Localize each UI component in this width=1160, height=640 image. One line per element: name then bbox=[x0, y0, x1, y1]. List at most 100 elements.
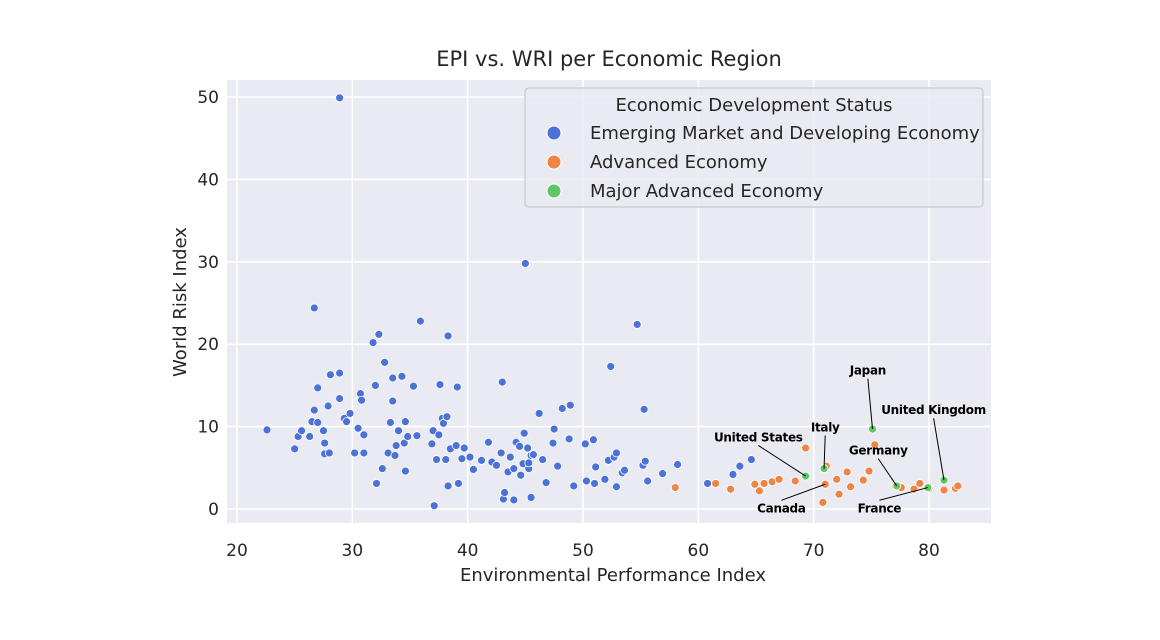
data-point bbox=[639, 404, 649, 414]
data-point bbox=[357, 395, 366, 405]
data-point bbox=[538, 455, 548, 464]
data-point bbox=[858, 475, 868, 485]
data-point bbox=[516, 470, 526, 480]
data-point bbox=[427, 439, 437, 449]
series-0 bbox=[262, 93, 756, 511]
data-point bbox=[590, 479, 599, 488]
data-point bbox=[290, 444, 300, 454]
data-point bbox=[390, 451, 400, 460]
data-point bbox=[832, 474, 842, 484]
data-point bbox=[335, 368, 345, 378]
legend-entries: Emerging Market and Developing Economy Ad… bbox=[546, 123, 980, 202]
x-tick-label: 30 bbox=[342, 541, 364, 561]
data-point bbox=[564, 434, 574, 444]
data-point bbox=[703, 479, 712, 488]
x-tick-label: 20 bbox=[226, 541, 248, 561]
annotation-label: Germany bbox=[849, 444, 908, 458]
annotation: United States bbox=[714, 430, 806, 477]
annotation-line bbox=[933, 418, 945, 481]
data-point bbox=[309, 303, 319, 313]
y-axis-label: World Risk Index bbox=[170, 227, 191, 377]
data-point bbox=[818, 498, 828, 507]
data-point bbox=[846, 482, 855, 492]
data-point bbox=[372, 479, 381, 488]
annotation-label: United Kingdom bbox=[881, 403, 986, 417]
data-point bbox=[673, 460, 682, 469]
data-point bbox=[620, 465, 629, 475]
legend-label: Advanced Economy bbox=[590, 152, 768, 173]
annotation-line bbox=[758, 445, 806, 477]
legend-label: Emerging Market and Developing Economy bbox=[590, 123, 980, 144]
data-point bbox=[726, 484, 736, 494]
data-point bbox=[515, 441, 524, 451]
data-point bbox=[452, 382, 462, 392]
x-tick-label: 50 bbox=[572, 541, 594, 561]
data-point bbox=[435, 380, 445, 389]
y-tick-labels: 0 10 20 30 40 50 bbox=[197, 88, 219, 520]
y-tick-label: 0 bbox=[208, 500, 219, 520]
data-point bbox=[326, 370, 335, 380]
x-tick-label: 80 bbox=[918, 541, 940, 561]
data-point bbox=[457, 454, 467, 464]
annotation: Canada bbox=[757, 483, 826, 515]
annotation-label: Japan bbox=[849, 364, 886, 378]
annotation: Italy bbox=[811, 421, 840, 469]
data-point bbox=[746, 455, 756, 464]
legend: Economic Development Status Emerging Mar… bbox=[524, 87, 984, 208]
data-point bbox=[469, 465, 478, 474]
y-tick-label: 10 bbox=[197, 418, 219, 438]
annotation-label: United States bbox=[714, 430, 803, 444]
data-point bbox=[755, 486, 764, 496]
y-tick-label: 40 bbox=[197, 170, 219, 190]
data-point bbox=[442, 412, 452, 422]
data-point bbox=[359, 448, 369, 458]
data-point bbox=[350, 448, 360, 458]
data-point bbox=[658, 469, 667, 478]
data-point bbox=[774, 474, 784, 484]
data-point bbox=[359, 430, 369, 440]
legend-label: Major Advanced Economy bbox=[590, 181, 824, 202]
data-point bbox=[409, 381, 418, 391]
data-point bbox=[591, 462, 601, 472]
data-point bbox=[759, 479, 769, 488]
x-tick-label: 60 bbox=[688, 541, 710, 561]
data-point bbox=[496, 448, 506, 458]
data-point bbox=[385, 418, 395, 427]
data-point bbox=[320, 438, 330, 448]
data-point bbox=[580, 439, 590, 449]
data-point bbox=[569, 481, 579, 491]
data-point bbox=[643, 476, 652, 486]
annotation: Japan bbox=[849, 364, 886, 430]
annotation-line bbox=[879, 487, 928, 501]
data-point bbox=[640, 456, 650, 466]
x-axis-label: Environmental Performance Index bbox=[460, 565, 766, 586]
annotation-line bbox=[781, 483, 826, 501]
x-tick-label: 70 bbox=[803, 541, 825, 561]
data-point bbox=[939, 485, 949, 495]
data-point bbox=[403, 432, 413, 441]
data-point bbox=[477, 455, 486, 465]
data-point bbox=[735, 461, 745, 471]
data-point bbox=[670, 483, 680, 492]
legend-marker bbox=[546, 154, 562, 170]
data-point bbox=[728, 469, 738, 479]
data-point bbox=[297, 426, 306, 436]
data-point bbox=[557, 404, 567, 413]
data-point bbox=[313, 418, 323, 427]
data-point bbox=[262, 425, 272, 435]
data-point bbox=[443, 481, 453, 491]
legend-frame bbox=[524, 87, 984, 208]
data-point bbox=[335, 93, 345, 103]
data-point bbox=[353, 423, 363, 433]
data-point bbox=[500, 488, 509, 497]
annotation: France bbox=[858, 487, 928, 515]
data-point bbox=[388, 373, 398, 383]
data-point bbox=[415, 316, 425, 326]
data-point bbox=[368, 338, 378, 347]
x-tick-labels: 20 30 40 50 60 70 80 bbox=[226, 541, 940, 561]
legend-marker bbox=[546, 125, 562, 141]
data-point bbox=[454, 479, 463, 488]
series-1 bbox=[670, 440, 963, 507]
annotations: United States Italy Japan United Kingdom Ger… bbox=[714, 364, 986, 516]
data-point bbox=[441, 455, 451, 464]
